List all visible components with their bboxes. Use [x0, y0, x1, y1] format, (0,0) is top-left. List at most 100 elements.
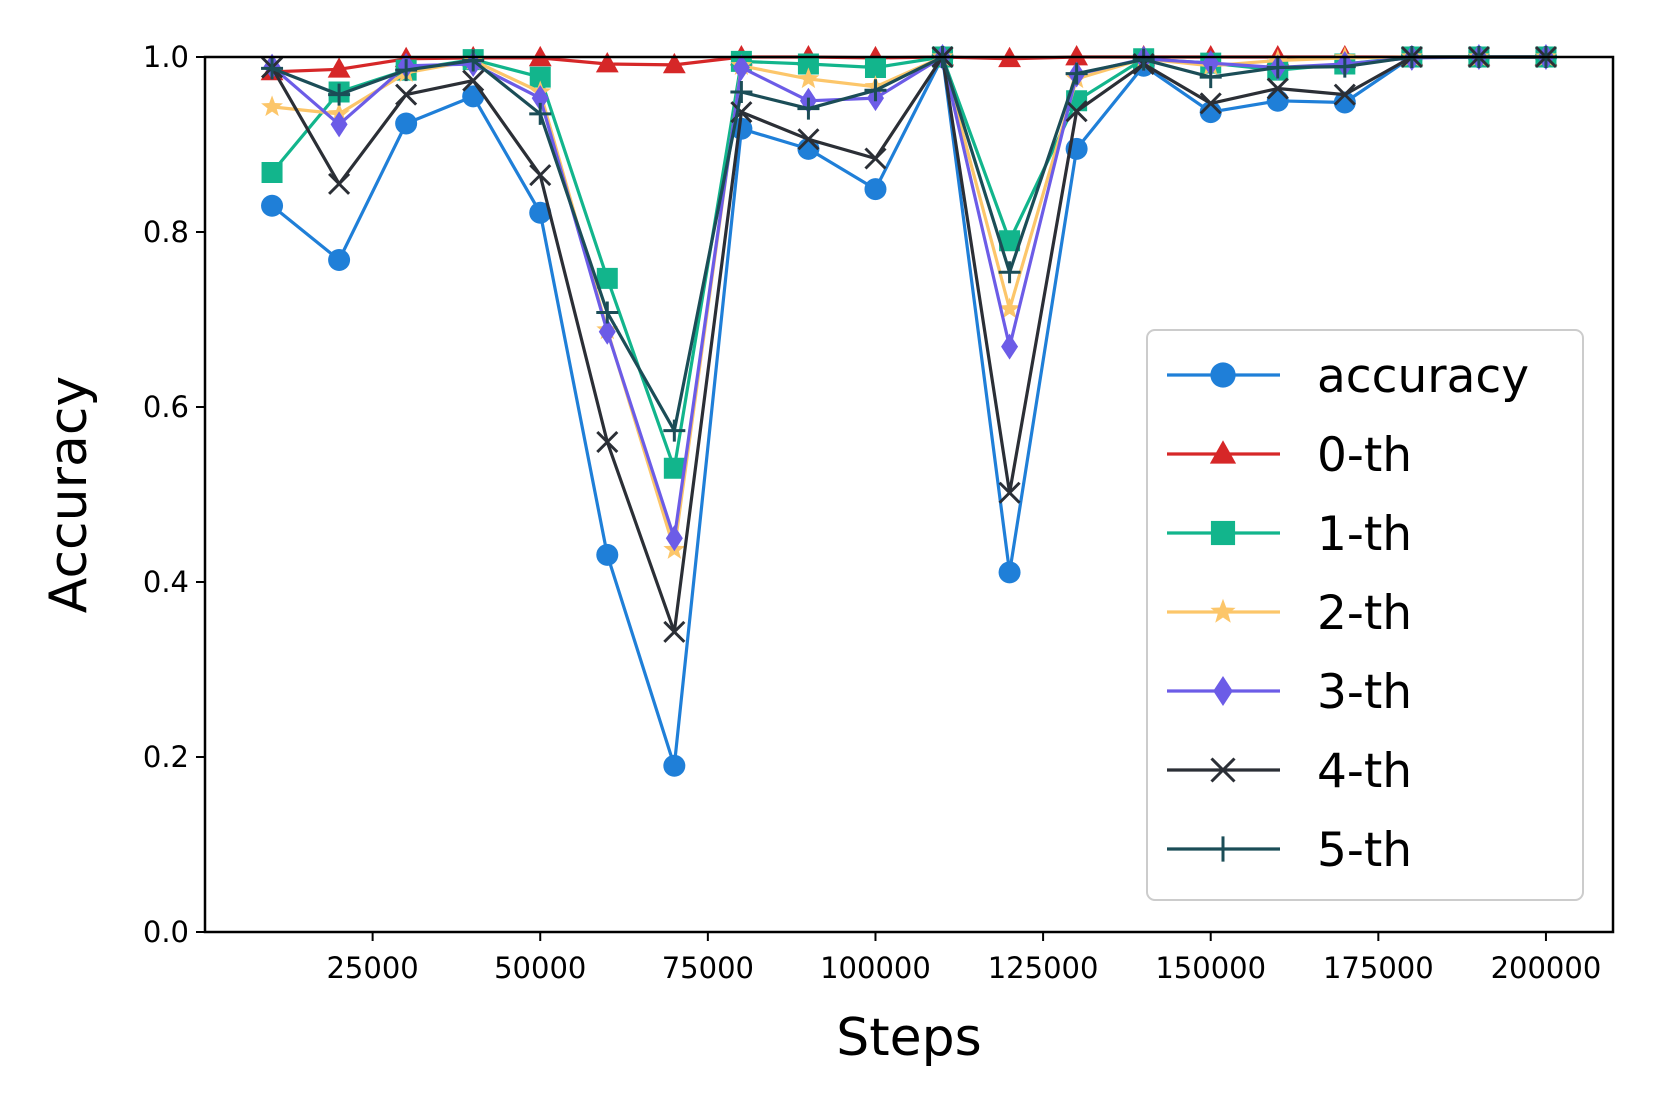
data-point-2-th-120000: [998, 297, 1021, 319]
legend-marker-accuracy: [1210, 362, 1236, 388]
y-tick-label: 0.4: [143, 565, 189, 599]
legend-marker-3-th: [1213, 676, 1233, 706]
legend-marker-5-th: [1210, 836, 1236, 862]
data-point-accuracy-50000: [529, 201, 552, 224]
y-tick-label: 1.0: [143, 40, 189, 74]
x-tick-label: 25000: [326, 951, 418, 985]
legend-item-4-th: 4-th: [1167, 744, 1412, 799]
data-point-4-th-170000: [1333, 83, 1356, 106]
legend-item-1-th: 1-th: [1167, 507, 1412, 562]
data-point-5-th-20000: [328, 83, 351, 106]
y-tick-label: 0.8: [143, 215, 189, 249]
data-point-4-th-60000: [596, 430, 619, 454]
data-point-5-th-120000: [998, 261, 1021, 284]
legend-item-0-th: 0-th: [1167, 428, 1412, 483]
data-point-accuracy-150000: [1199, 101, 1222, 124]
legend-label-4-th: 4-th: [1317, 744, 1412, 799]
data-point-5-th-160000: [1266, 56, 1289, 79]
legend: accuracy 0-th 1-th 2-th 3-th 4-th 5-th: [1146, 329, 1584, 901]
legend-marker-0-th: [1209, 440, 1237, 464]
x-tick-label: 75000: [662, 951, 754, 985]
data-point-4-th-50000: [529, 164, 552, 187]
data-point-0-th-70000: [662, 52, 686, 74]
data-point-4-th-150000: [1199, 92, 1222, 115]
data-point-4-th-100000: [864, 147, 887, 170]
data-point-4-th-40000: [462, 69, 485, 92]
legend-item-accuracy: accuracy: [1167, 349, 1529, 404]
data-point-3-th-80000: [732, 54, 750, 81]
data-point-accuracy-170000: [1333, 91, 1356, 114]
x-tick-label: 200000: [1491, 951, 1602, 985]
data-point-accuracy-20000: [328, 249, 351, 271]
data-point-1-th-70000: [663, 457, 685, 479]
legend-marker-1-th: [1210, 520, 1236, 546]
data-point-4-th-90000: [797, 128, 820, 151]
legend-item-2-th: 2-th: [1167, 586, 1412, 641]
series-line-4-th: [270, 55, 1546, 634]
data-point-1-th-90000: [797, 53, 819, 75]
data-point-0-th-60000: [595, 52, 619, 73]
y-tick-label: 0.0: [143, 915, 189, 949]
data-point-0-th-130000: [1065, 45, 1089, 66]
data-point-5-th-150000: [1199, 66, 1222, 89]
data-point-5-th-140000: [1132, 48, 1155, 71]
data-point-accuracy-30000: [395, 112, 418, 135]
legend-item-3-th: 3-th: [1167, 665, 1412, 720]
legend-label-1-th: 1-th: [1317, 507, 1412, 562]
data-point-3-th-120000: [1001, 333, 1019, 360]
series-line-5-th: [271, 55, 1546, 433]
data-point-5-th-100000: [864, 79, 887, 102]
legend-box: [1146, 329, 1584, 901]
y-axis-title: Accuracy: [39, 376, 99, 613]
data-point-1-th-60000: [596, 267, 618, 289]
data-point-4-th-20000: [328, 172, 351, 195]
data-point-5-th-130000: [1065, 62, 1088, 85]
data-point-5-th-70000: [663, 419, 686, 442]
data-point-5-th-90000: [797, 97, 820, 120]
data-point-5-th-60000: [596, 301, 619, 324]
series-line-accuracy: [270, 55, 1546, 768]
data-point-3-th-50000: [531, 85, 549, 112]
series-4-th: [260, 45, 1558, 643]
data-point-3-th-60000: [598, 318, 616, 345]
legend-label-5-th: 5-th: [1317, 823, 1412, 878]
data-point-0-th-20000: [327, 57, 351, 78]
y-axis: 0.0 0.2 0.4 0.6 0.8 1.0: [143, 40, 205, 949]
legend-marker-4-th: [1210, 757, 1236, 783]
y-tick-label: 0.2: [143, 740, 189, 774]
data-point-accuracy-120000: [998, 561, 1021, 584]
data-point-5-th-30000: [395, 59, 418, 82]
y-tick-label: 0.6: [143, 390, 189, 424]
legend-marker-2-th: [1210, 598, 1236, 623]
data-point-1-th-10000: [261, 162, 283, 183]
x-tick-label: 100000: [820, 951, 931, 985]
data-point-5-th-80000: [730, 81, 753, 103]
data-point-5-th-170000: [1333, 55, 1356, 78]
data-point-2-th-90000: [797, 67, 820, 89]
legend-item-5-th: 5-th: [1167, 823, 1412, 878]
plot-area-frame: [203, 55, 1615, 934]
legend-label-2-th: 2-th: [1317, 586, 1412, 641]
x-tick-label: 125000: [988, 951, 1099, 985]
data-point-1-th-120000: [999, 230, 1021, 252]
data-point-4-th-70000: [663, 620, 686, 643]
data-point-1-th-100000: [864, 57, 886, 78]
data-point-3-th-70000: [665, 525, 683, 552]
data-point-1-th-50000: [529, 66, 551, 88]
data-point-5-th-10000: [261, 57, 284, 80]
data-point-accuracy-10000: [261, 194, 284, 217]
data-point-3-th-20000: [330, 111, 348, 138]
x-tick-label: 175000: [1323, 951, 1434, 985]
x-axis: 25000 50000 75000 100000 125000 150000 175000 2…: [326, 932, 1601, 985]
x-axis-title: Steps: [836, 1008, 982, 1068]
data-point-4-th-120000: [998, 481, 1021, 504]
data-point-4-th-160000: [1266, 77, 1289, 100]
data-point-accuracy-100000: [864, 178, 887, 201]
data-point-4-th-130000: [1065, 100, 1088, 123]
data-point-5-th-50000: [529, 102, 552, 125]
legend-label-accuracy: accuracy: [1317, 349, 1529, 404]
data-point-accuracy-60000: [596, 543, 619, 566]
data-point-5-th-40000: [462, 49, 485, 72]
x-tick-label: 50000: [494, 951, 586, 985]
data-point-accuracy-70000: [663, 754, 686, 777]
